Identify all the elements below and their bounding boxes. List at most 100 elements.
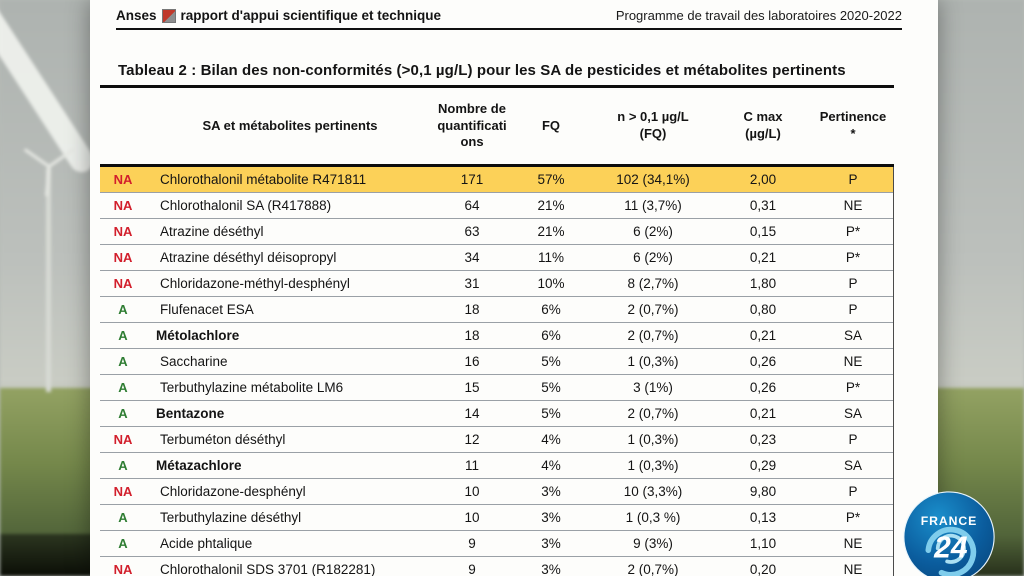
value-cell: 6%	[541, 328, 561, 343]
table-row: NA Chlorothalonil métabolite R471811 171 57…	[100, 167, 893, 193]
value-cell: 9	[468, 562, 476, 576]
value-cell: 9	[468, 536, 476, 551]
value-cell: SA	[843, 406, 862, 421]
report-header-left: Anses rapport d'appui scientifique et te…	[116, 8, 441, 23]
france24-logo-graphic: FRANCE 24	[903, 491, 995, 576]
logo-swirl-icon	[925, 526, 977, 576]
value-cell: 5%	[541, 406, 561, 421]
value-cell: 0,80	[749, 302, 777, 317]
value-cell: 14	[464, 406, 480, 421]
pertinence-flag: A	[118, 510, 128, 525]
value-cell: 0,20	[749, 562, 777, 576]
value-cell: 3%	[541, 562, 561, 576]
table-header-row: SA et métabolites pertinents Nombre de q…	[100, 88, 894, 167]
value-cell: 12	[464, 432, 480, 447]
value-cell: P*	[845, 224, 861, 239]
value-cell: 4%	[541, 432, 561, 447]
table-row: A Flufenacet ESA 18 6% 2 (0,7%) 0,80 P	[100, 297, 893, 323]
value-cell: P*	[845, 380, 861, 395]
value-cell: 64	[464, 198, 480, 213]
value-cell: 6 (2%)	[633, 250, 673, 265]
pertinence-flag: A	[118, 354, 128, 369]
value-cell: 0,29	[749, 458, 777, 473]
value-cell: 5%	[541, 380, 561, 395]
pertinence-flag: NA	[113, 224, 133, 239]
value-cell: 1,80	[749, 276, 777, 291]
substance-name: Chloridazone-desphényl	[160, 484, 306, 499]
value-cell: 21%	[537, 198, 565, 213]
value-cell: 6 (2%)	[633, 224, 673, 239]
substance-name: Atrazine déséthyl	[160, 224, 264, 239]
value-cell: 0,26	[749, 354, 777, 369]
value-cell: 21%	[537, 224, 565, 239]
report-header-right: Programme de travail des laboratoires 20…	[615, 8, 902, 23]
substance-name: Flufenacet ESA	[160, 302, 254, 317]
report-page: Anses rapport d'appui scientifique et te…	[90, 0, 938, 576]
pertinence-flag: A	[118, 328, 128, 343]
value-cell: 9 (3%)	[633, 536, 673, 551]
value-cell: 18	[464, 302, 480, 317]
value-cell: 0,31	[749, 198, 777, 213]
substance-name: Chlorothalonil métabolite R471811	[160, 172, 367, 187]
results-table: SA et métabolites pertinents Nombre de q…	[100, 85, 894, 576]
value-cell: 10 (3,3%)	[623, 484, 683, 499]
value-cell: 0,15	[749, 224, 777, 239]
value-cell: NE	[843, 536, 863, 551]
wind-turbine-mast	[46, 168, 51, 392]
value-cell: 11 (3,7%)	[624, 198, 682, 213]
value-cell: 63	[464, 224, 480, 239]
pertinence-flag: NA	[113, 432, 133, 447]
value-cell: 2 (0,7%)	[627, 562, 679, 576]
table-row: NA Atrazine déséthyl 63 21% 6 (2%) 0,15 P*	[100, 219, 893, 245]
value-cell: 1 (0,3%)	[627, 458, 679, 473]
header-pertinence: Pertinence *	[819, 109, 887, 141]
table-row: NA Atrazine déséthyl déisopropyl 34 11% 6 (2…	[100, 245, 893, 271]
value-cell: 0,26	[749, 380, 777, 395]
table-body: NA Chlorothalonil métabolite R471811 171 57…	[100, 167, 894, 576]
pertinence-flag: NA	[113, 172, 133, 187]
substance-name: Chloridazone-méthyl-desphényl	[160, 276, 350, 291]
pertinence-flag: A	[118, 302, 128, 317]
value-cell: P	[848, 484, 858, 499]
value-cell: P	[848, 302, 858, 317]
value-cell: SA	[843, 328, 862, 343]
table-row: NA Chlorothalonil SA (R417888) 64 21% 11 (3,…	[100, 193, 893, 219]
logo-channel-name: FRANCE	[921, 514, 978, 528]
substance-name: Bentazone	[156, 406, 225, 421]
substance-name: Métolachlore	[156, 328, 240, 343]
value-cell: 31	[464, 276, 480, 291]
value-cell: 2,00	[749, 172, 777, 187]
value-cell: 9,80	[749, 484, 777, 499]
table-row: A Métazachlore 11 4% 1 (0,3%) 0,29 SA	[100, 453, 893, 479]
substance-name: Métazachlore	[156, 458, 242, 473]
pertinence-flag: NA	[113, 198, 133, 213]
table-row: NA Chloridazone-desphényl 10 3% 10 (3,3%) 9,8…	[100, 479, 893, 505]
value-cell: 3%	[541, 484, 561, 499]
pertinence-flag: A	[118, 536, 128, 551]
value-cell: P*	[845, 250, 861, 265]
anses-logo-icon	[161, 8, 176, 23]
table-row: A Métolachlore 18 6% 2 (0,7%) 0,21 SA	[100, 323, 893, 349]
substance-name: Terbuthylazine déséthyl	[160, 510, 302, 525]
header-fq: FQ	[541, 117, 561, 133]
value-cell: 57%	[537, 172, 565, 187]
value-cell: 102 (34,1%)	[616, 172, 690, 187]
value-cell: 10	[464, 484, 480, 499]
table-row: NA Terbuméton déséthyl 12 4% 1 (0,3%) 0,23 P	[100, 427, 893, 453]
substance-name: Saccharine	[160, 354, 228, 369]
substance-name: Chlorothalonil SA (R417888)	[160, 198, 332, 213]
value-cell: NE	[843, 198, 863, 213]
wind-turbine-rotor	[23, 148, 75, 197]
table-row: A Terbuthylazine déséthyl 10 3% 1 (0,3 %) 0,1…	[100, 505, 893, 531]
value-cell: 1 (0,3%)	[627, 354, 679, 369]
value-cell: P	[848, 172, 858, 187]
table-row: A Acide phtalique 9 3% 9 (3%) 1,10 NE	[100, 531, 893, 557]
table-row: NA Chlorothalonil SDS 3701 (R182281) 9 3% 2 …	[100, 557, 893, 576]
value-cell: 10	[464, 510, 480, 525]
value-cell: 0,21	[749, 328, 777, 343]
substance-name: Atrazine déséthyl déisopropyl	[160, 250, 337, 265]
pertinence-flag: A	[118, 380, 128, 395]
value-cell: 11	[464, 458, 479, 473]
value-cell: 1,10	[749, 536, 777, 551]
